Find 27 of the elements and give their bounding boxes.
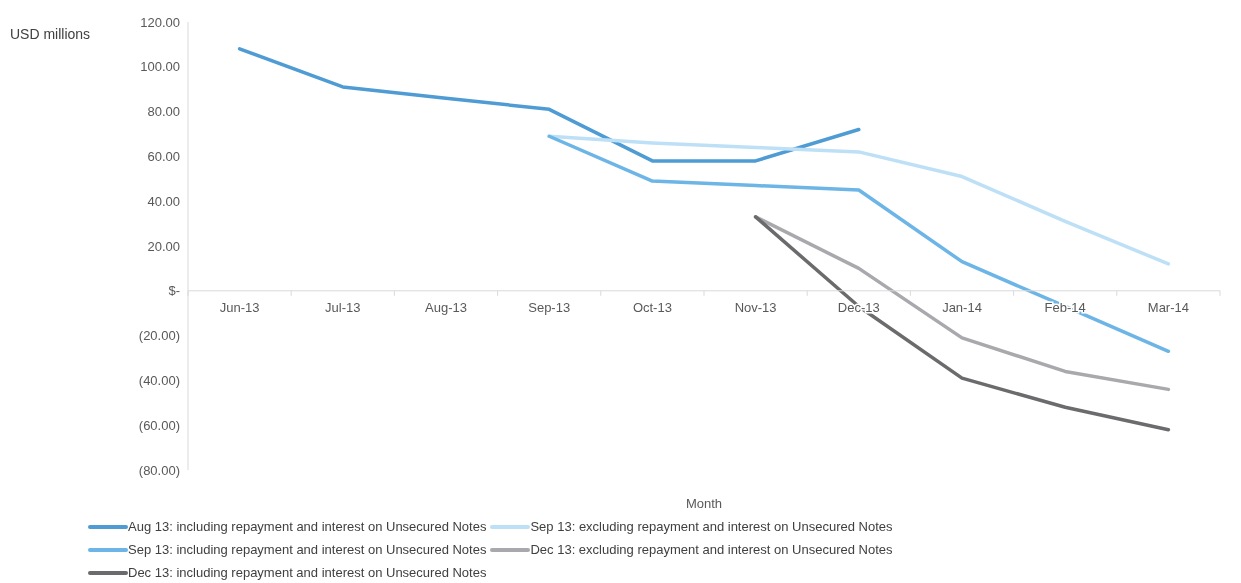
legend-label: Dec 13: including repayment and interest on Unsecured Notes xyxy=(128,565,487,580)
x-axis-title: Month xyxy=(685,496,723,511)
y-axis-title: USD millions xyxy=(10,26,91,42)
x-tick-label: Mar-14 xyxy=(1147,299,1189,315)
y-tick-label: (20.00) xyxy=(138,328,180,344)
y-tick-label: $- xyxy=(168,283,180,299)
legend-label: Dec 13: excluding repayment and interest on Unsecured Notes xyxy=(530,542,893,557)
x-tick-label: Sep-13 xyxy=(528,299,571,315)
y-tick-label: (40.00) xyxy=(138,373,180,389)
legend-label: Sep 13: including repayment and interest on Unsecured Notes xyxy=(128,542,487,557)
y-tick-label: 80.00 xyxy=(147,104,180,120)
line-series xyxy=(237,47,861,163)
x-tick-label: Nov-13 xyxy=(734,299,777,315)
y-tick-label: 120.00 xyxy=(140,14,180,30)
y-tick-label: 20.00 xyxy=(147,238,180,254)
y-tick-label: (80.00) xyxy=(138,462,180,478)
y-tick-label: 40.00 xyxy=(147,193,180,209)
x-tick-label: Jul-13 xyxy=(325,299,361,315)
legend-label: Aug 13: including repayment and interest on Unsecured Notes xyxy=(128,519,487,534)
x-tick-label: Aug-13 xyxy=(425,299,467,315)
y-tick-label: 100.00 xyxy=(140,59,180,75)
legend-label: Sep 13: excluding repayment and interest on Unsecured Notes xyxy=(530,519,893,534)
x-tick-label: Oct-13 xyxy=(632,299,672,315)
x-tick-label: Jun-13 xyxy=(219,299,260,315)
y-tick-label: 60.00 xyxy=(147,149,180,165)
y-tick-label: (60.00) xyxy=(138,417,180,433)
x-tick-label: Jan-14 xyxy=(942,299,982,315)
